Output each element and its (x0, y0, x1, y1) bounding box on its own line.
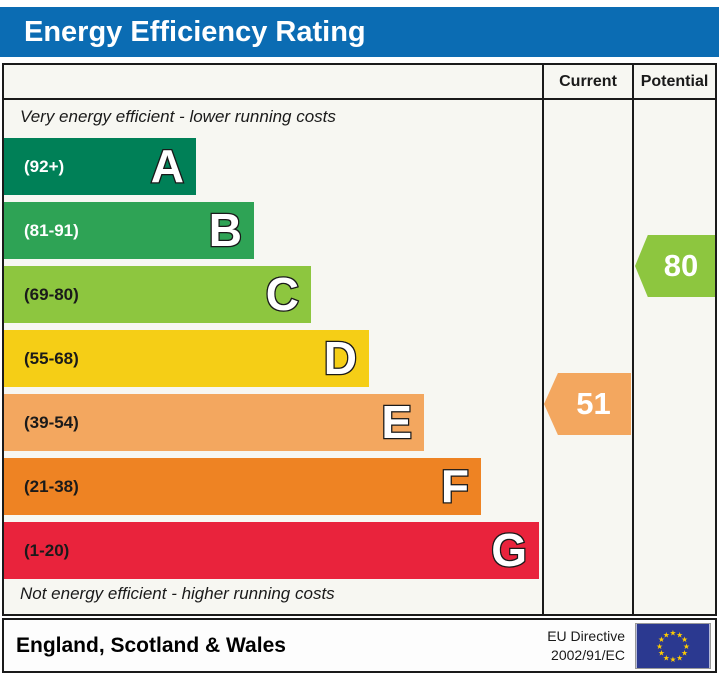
svg-text:★: ★ (676, 630, 683, 639)
top-note: Very energy efficient - lower running co… (20, 107, 336, 126)
bands: (92+) A (81-91) B (69-80) C (55-68) D (3… (4, 138, 539, 586)
svg-text:★: ★ (676, 653, 683, 662)
eu-directive-line1: EU Directive (547, 628, 625, 645)
svg-text:★: ★ (681, 648, 688, 657)
rating-table: Current Potential Very energy efficient … (2, 63, 717, 616)
svg-text:★: ★ (663, 653, 670, 662)
region-label: England, Scotland & Wales (16, 633, 286, 657)
band-grade-letter: D (323, 331, 359, 386)
band-row: (69-80) C (4, 266, 311, 323)
band-range-label: (92+) (24, 157, 65, 176)
band-grade-letter: G (490, 523, 528, 578)
potential-rating-arrow: 80 (635, 235, 715, 297)
svg-text:★: ★ (670, 655, 677, 664)
band-row: (39-54) E (4, 394, 424, 451)
eu-directive-line2: 2002/91/EC (551, 646, 625, 663)
svg-text:★: ★ (658, 648, 665, 657)
band-row: (55-68) D (4, 330, 369, 387)
page-title: Energy Efficiency Rating (0, 7, 719, 57)
band-range-label: (1-20) (24, 541, 70, 560)
band-row: (81-91) B (4, 202, 254, 259)
band-range-label: (21-38) (24, 477, 79, 496)
current-rating-value: 51 (576, 386, 611, 421)
band-grade-letter: F (440, 459, 471, 514)
svg-text:★: ★ (656, 641, 663, 650)
band-range-label: (55-68) (24, 349, 79, 368)
band-row: (92+) A (4, 138, 196, 195)
band-row: (21-38) F (4, 458, 481, 515)
band-range-label: (39-54) (24, 413, 79, 432)
potential-column-divider (632, 65, 634, 614)
svg-text:★: ★ (663, 630, 670, 639)
current-column-header: Current (559, 73, 617, 90)
band-grade-letter: A (150, 139, 186, 194)
band-grade-letter: C (265, 267, 301, 322)
current-rating-arrow: 51 (544, 373, 631, 435)
svg-text:★: ★ (670, 628, 677, 637)
svg-text:★: ★ (658, 635, 665, 644)
band-range-label: (69-80) (24, 285, 79, 304)
band-range-label: (81-91) (24, 221, 79, 240)
footer-bar: England, Scotland & Wales EU Directive 2… (2, 618, 717, 673)
potential-rating-value: 80 (663, 248, 699, 283)
bottom-note: Not energy efficient - higher running co… (20, 584, 335, 603)
eu-directive-label: EU Directive 2002/91/EC (547, 627, 635, 663)
band-grade-letter: B (208, 203, 244, 258)
current-column-divider (542, 65, 544, 614)
svg-text:★: ★ (681, 635, 688, 644)
eu-flag-icon: ★ ★ ★ ★ ★ ★ ★ ★ ★ ★ ★ ★ (635, 622, 711, 669)
table-header-row: Current Potential (4, 65, 715, 100)
potential-column-header: Potential (640, 73, 709, 90)
band-row: (1-20) G (4, 522, 539, 579)
band-grade-letter: E (380, 395, 413, 450)
svg-text:★: ★ (683, 641, 690, 650)
